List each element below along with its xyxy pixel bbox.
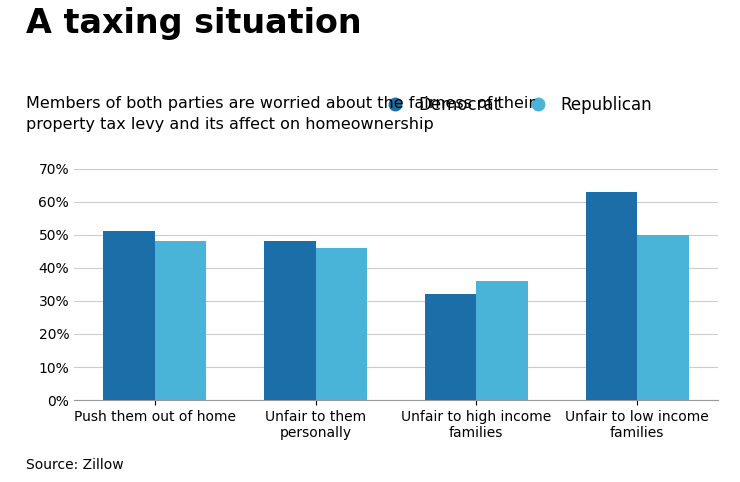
Bar (264, 241, 315, 400)
Text: Source: Zillow: Source: Zillow (26, 458, 124, 472)
Bar (104, 231, 155, 400)
Bar (477, 281, 528, 400)
Text: Members of both parties are worried about the fairness of their
property tax lev: Members of both parties are worried abou… (26, 96, 535, 133)
Bar (155, 241, 206, 400)
Bar (637, 235, 688, 400)
Bar (425, 295, 477, 400)
Bar (585, 192, 637, 400)
Legend: Democrat, Republican: Democrat, Republican (372, 89, 659, 120)
Bar (315, 248, 367, 400)
Text: A taxing situation: A taxing situation (26, 7, 362, 40)
